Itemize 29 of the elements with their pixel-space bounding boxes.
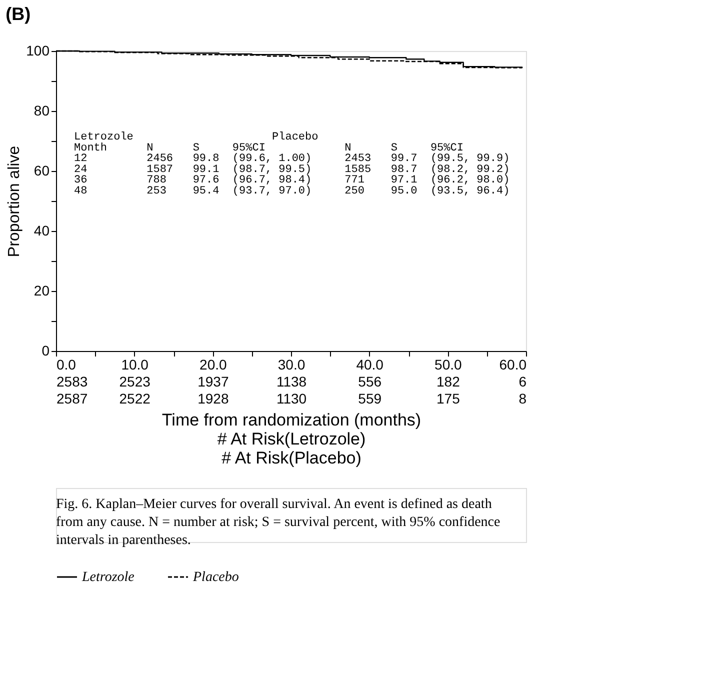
annotation: Letrozole Placebo	[74, 132, 318, 144]
annotation: 24 1587 99.1 (98.7, 99.5) 1585 98.7 (98.2, 99.2)	[74, 164, 510, 176]
legend-label: Placebo	[192, 570, 239, 585]
text: 2587 2522 1928 1130 559 175 8	[56, 390, 526, 406]
text: # At Risk(Letrozole)	[217, 430, 366, 448]
y-tick-label: 80	[34, 102, 50, 118]
annotation: 12 2456 99.8 (99.6, 1.00) 2453 99.7 (99.5, 99.9)	[74, 153, 510, 166]
y-tick-label: 0	[42, 342, 50, 358]
annotation: 36 788 97.6 (96.7, 98.4) 771 97.1 (96.2, 98.0)	[74, 174, 510, 187]
y-tick-label: 100	[26, 42, 50, 58]
caption: Fig. 6. Kaplan–Meier curves for overall survival. An event is defined as death from any cause. N = number at risk; S = survival percent, with 95% confidence intervals in parentheses.	[56, 497, 500, 548]
text: # At Risk(Placebo)	[222, 448, 362, 468]
x-tick-label: 0.0	[56, 356, 76, 372]
x-axis-title: Time from randomization (months)	[162, 410, 422, 430]
x-tick-label: 50.0	[434, 356, 462, 372]
legend-label: Letrozole	[81, 570, 134, 585]
annotation: Month N S 95%CI N S 95%CI	[74, 142, 464, 154]
x-tick-label: 30.0	[278, 356, 306, 372]
y-tick-label: 20	[34, 282, 50, 298]
chart-title: (B)	[6, 4, 31, 24]
x-tick-label: 20.0	[200, 356, 228, 372]
text: 2583 2523 1937 1138 556 182 6	[56, 374, 526, 390]
x-tick-label: 10.0	[121, 356, 149, 372]
y-tick-label: 40	[34, 222, 50, 238]
x-tick-label: 60.0	[499, 356, 527, 372]
x-tick-label: 40.0	[356, 356, 384, 372]
y-tick-label: 60	[34, 162, 50, 178]
annotation: 48 253 95.4 (93.7, 97.0) 250 95.0 (93.5, 96.4)	[74, 185, 510, 198]
y-axis-title: Proportion alive	[6, 146, 24, 258]
